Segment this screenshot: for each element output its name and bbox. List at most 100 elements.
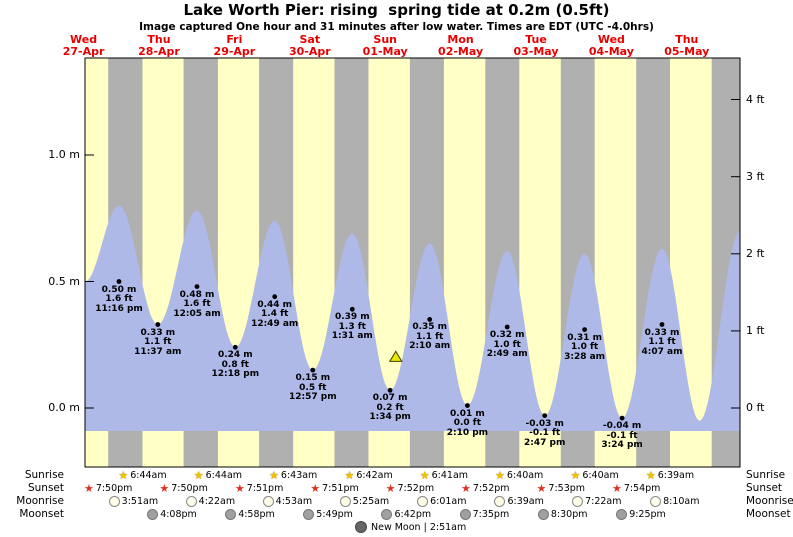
- tide-event-dot: [194, 284, 200, 289]
- sunrise-time: 6:44am: [205, 470, 243, 481]
- tide-event-line: 0.32 m: [489, 330, 525, 340]
- tide-event-line: 0.48 m: [179, 289, 215, 300]
- tide-event-line: 0.35 m: [412, 322, 448, 333]
- sunset-time: 7:52pm: [472, 483, 510, 494]
- sunrise-star-icon: ★: [495, 469, 505, 482]
- tide-event-label-high: 0.35 m 1.1 ft 2:10 am: [398, 323, 462, 352]
- sunset-entry: ★ 7:53pm: [529, 483, 593, 494]
- sunrise-time: 6:42am: [356, 470, 393, 481]
- moonset-time: 6:42pm: [394, 509, 432, 520]
- day-label: Wed 04-May: [576, 34, 646, 57]
- tide-event-label-high: 0.31 m 1.0 ft 3:28 am: [553, 333, 617, 363]
- day-label: Mon 02-May: [426, 34, 496, 57]
- moonrise-entry: 3:51am: [101, 496, 165, 507]
- sunrise-entry: ★ 6:43am: [261, 470, 325, 481]
- tide-event-line: -0.04 m: [602, 421, 642, 432]
- sunrise-time: 6:40am: [506, 470, 544, 481]
- right-axis-label: 0 ft: [746, 401, 765, 414]
- tide-event-line: 2:10 pm: [446, 427, 489, 438]
- moonrise-icon: [417, 496, 429, 507]
- moonrise-icon: [262, 496, 274, 507]
- moonrise-icon: [339, 496, 351, 507]
- tide-event-dot: [310, 367, 316, 373]
- tide-event-dot: [465, 403, 470, 408]
- moonset-entry: 8:30pm: [531, 509, 595, 520]
- tide-event-line: 0.07 m: [372, 393, 408, 404]
- moonrise-icon: [650, 496, 662, 507]
- sunset-time: 7:52pm: [397, 483, 435, 494]
- moonrise-icon: [108, 496, 120, 507]
- moonrise-time: 8:10am: [663, 496, 700, 507]
- day-date: 30-Apr: [288, 44, 331, 58]
- day-date: 27-Apr: [62, 44, 105, 58]
- tide-event-line: 4:07 am: [641, 346, 683, 357]
- day-label: Fri 29-Apr: [199, 34, 269, 57]
- day-date: 05-May: [664, 44, 710, 58]
- tide-event-line: 1.3 ft: [338, 321, 366, 332]
- moonset-time: 9:25pm: [629, 509, 666, 520]
- moonset-icon: [616, 509, 628, 520]
- day-label: Sat 30-Apr: [275, 34, 345, 57]
- sunrise-time: 6:40am: [582, 470, 619, 481]
- sunrise-time: 6:43am: [280, 470, 318, 481]
- right-axis-label: 1 ft: [746, 323, 765, 337]
- sunset-time: 7:50pm: [95, 483, 133, 494]
- row-label-moonset-left: Moonset: [19, 508, 64, 520]
- tide-event-dot: [659, 322, 665, 327]
- sunrise-star-icon: ★: [419, 469, 430, 482]
- tide-event-label-low: 0.15 m 0.5 ft 12:57 pm: [281, 374, 345, 403]
- sunset-time: 7:54pm: [623, 483, 661, 494]
- right-axis-label: 3 ft: [746, 169, 765, 183]
- sunrise-star-icon: ★: [269, 469, 279, 482]
- moonrise-time: 4:22am: [198, 496, 236, 507]
- sunset-star-icon: ★: [159, 482, 170, 495]
- tide-event-line: 1.1 ft: [648, 337, 676, 347]
- day-name: Fri: [226, 33, 243, 46]
- tide-event-dot: [619, 415, 625, 421]
- tide-event-line: 11:37 am: [134, 346, 182, 357]
- moonset-time: 7:35pm: [472, 509, 510, 520]
- right-axis-label: 2 ft: [746, 246, 765, 260]
- sunrise-entry: ★ 6:40am: [487, 470, 551, 481]
- tide-event-line: 0.01 m: [450, 408, 485, 419]
- tide-event-line: 0.5 ft: [299, 382, 327, 393]
- tide-event-label-low: -0.04 m -0.1 ft 3:24 pm: [590, 422, 654, 451]
- tide-event-line: 0.2 ft: [376, 402, 404, 413]
- moonrise-entry: 6:01am: [410, 496, 474, 507]
- sunrise-time: 6:41am: [431, 470, 469, 481]
- day-date: 01-May: [362, 44, 408, 58]
- moonrise-time: 4:53am: [275, 496, 313, 507]
- sunset-star-icon: ★: [234, 482, 245, 495]
- sunrise-entry: ★ 6:41am: [412, 470, 476, 481]
- moonset-icon: [225, 509, 237, 520]
- tide-event-line: 11:16 pm: [95, 303, 143, 314]
- moonset-time: 4:08pm: [160, 509, 197, 520]
- tide-event-label-high: 0.32 m 1.0 ft 2:49 am: [475, 330, 539, 360]
- moonset-icon: [303, 509, 315, 520]
- sunset-time: 7:53pm: [548, 483, 586, 494]
- tide-event-label-high: 0.48 m 1.6 ft 12:05 am: [165, 289, 229, 320]
- left-axis-label: 1.0 m: [48, 148, 80, 161]
- tide-event-line: 0.39 m: [334, 312, 370, 323]
- tide-event-line: 12:57 pm: [288, 392, 337, 403]
- tide-event-line: 3:24 pm: [601, 440, 643, 451]
- moonrise-icon: [185, 496, 197, 507]
- sunset-entry: ★ 7:51pm: [303, 483, 367, 494]
- moonrise-entry: 4:22am: [178, 496, 242, 507]
- row-label-sunset-left: Sunset: [27, 482, 64, 494]
- moonrise-time: 7:22am: [585, 496, 622, 507]
- tide-event-label-low: -0.03 m -0.1 ft 2:47 pm: [513, 419, 577, 449]
- tide-event-dot: [155, 322, 161, 327]
- tide-event-line: 1.6 ft: [183, 299, 211, 310]
- tide-event-line: 1.0 ft: [493, 339, 521, 350]
- sunrise-star-icon: ★: [193, 469, 204, 482]
- tide-event-line: 12:18 pm: [211, 369, 260, 380]
- moonset-entry: 9:25pm: [609, 509, 673, 520]
- day-name: Sun: [373, 33, 397, 46]
- sunset-star-icon: ★: [310, 482, 321, 495]
- tide-event-line: 1:31 am: [331, 331, 373, 342]
- tide-event-label-high: 0.39 m 1.3 ft 1:31 am: [320, 313, 384, 342]
- tide-event-line: 12:49 am: [251, 318, 299, 329]
- tide-event-line: 0.44 m: [257, 299, 293, 310]
- sunset-entry: ★ 7:54pm: [604, 483, 668, 494]
